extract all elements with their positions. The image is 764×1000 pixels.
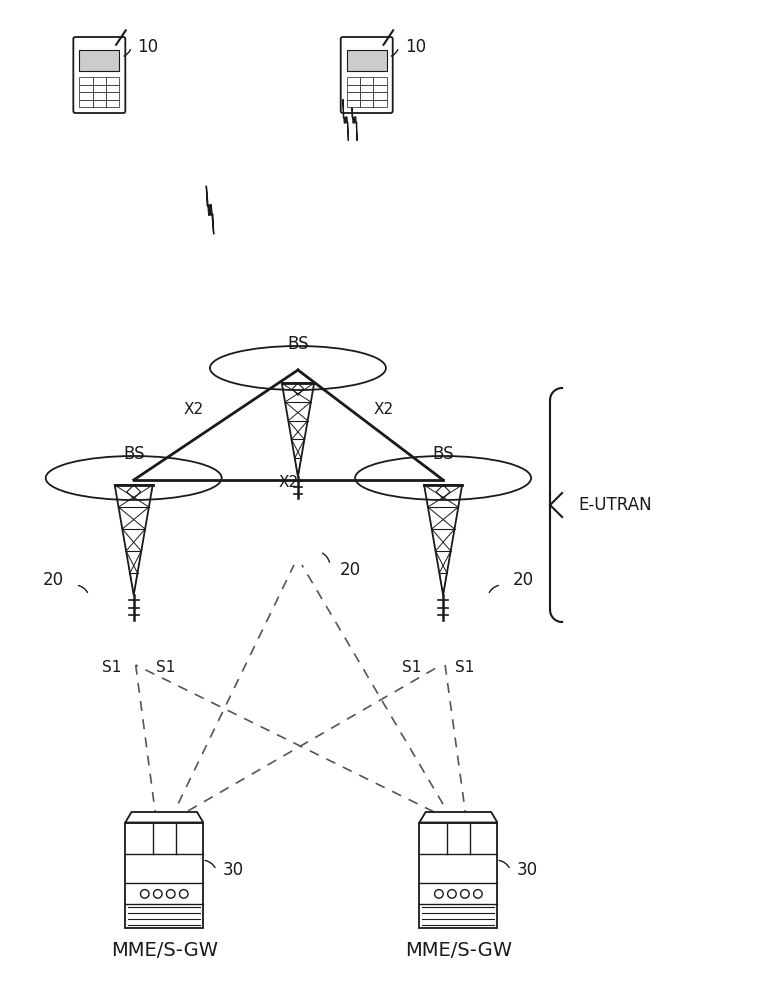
Bar <box>92 100 106 107</box>
FancyBboxPatch shape <box>73 37 125 113</box>
Bar <box>92 85 106 92</box>
Text: 20: 20 <box>340 561 361 579</box>
Text: S1: S1 <box>156 660 175 675</box>
Text: BS: BS <box>287 335 309 353</box>
Text: 20: 20 <box>43 571 63 589</box>
Text: MME/S-GW: MME/S-GW <box>111 940 218 960</box>
Bar <box>79 92 92 100</box>
Text: 30: 30 <box>516 861 538 879</box>
Text: S1: S1 <box>402 660 421 675</box>
Text: S1: S1 <box>102 660 121 675</box>
Polygon shape <box>206 186 214 234</box>
FancyBboxPatch shape <box>79 50 119 71</box>
Bar <box>419 822 497 928</box>
Bar <box>374 100 387 107</box>
Bar <box>106 77 119 85</box>
Bar <box>347 100 360 107</box>
Polygon shape <box>125 812 203 822</box>
Bar <box>347 77 360 85</box>
Text: BS: BS <box>123 445 144 463</box>
Bar <box>374 77 387 85</box>
Polygon shape <box>343 99 348 141</box>
Text: X2: X2 <box>183 402 204 418</box>
Text: 10: 10 <box>138 38 158 56</box>
Bar <box>92 77 106 85</box>
Bar <box>347 92 360 100</box>
Polygon shape <box>419 812 497 822</box>
FancyBboxPatch shape <box>347 50 387 71</box>
Text: 30: 30 <box>222 861 244 879</box>
Text: 10: 10 <box>405 38 426 56</box>
Text: S1: S1 <box>455 660 474 675</box>
Text: X2: X2 <box>373 402 393 418</box>
Text: MME/S-GW: MME/S-GW <box>405 940 512 960</box>
Bar <box>106 92 119 100</box>
Text: 20: 20 <box>513 571 534 589</box>
Bar <box>79 85 92 92</box>
Bar <box>106 85 119 92</box>
Bar <box>374 92 387 100</box>
Bar <box>106 100 119 107</box>
Bar <box>360 85 374 92</box>
Text: E-UTRAN: E-UTRAN <box>578 496 652 514</box>
Bar <box>92 92 106 100</box>
Bar <box>374 85 387 92</box>
Bar <box>360 77 374 85</box>
Polygon shape <box>351 99 357 141</box>
Bar <box>360 100 374 107</box>
Bar <box>125 822 203 928</box>
Bar <box>79 100 92 107</box>
Bar <box>347 85 360 92</box>
FancyBboxPatch shape <box>341 37 393 113</box>
Text: BS: BS <box>432 445 454 463</box>
Text: X2: X2 <box>278 475 299 490</box>
Bar <box>360 92 374 100</box>
Bar <box>79 77 92 85</box>
